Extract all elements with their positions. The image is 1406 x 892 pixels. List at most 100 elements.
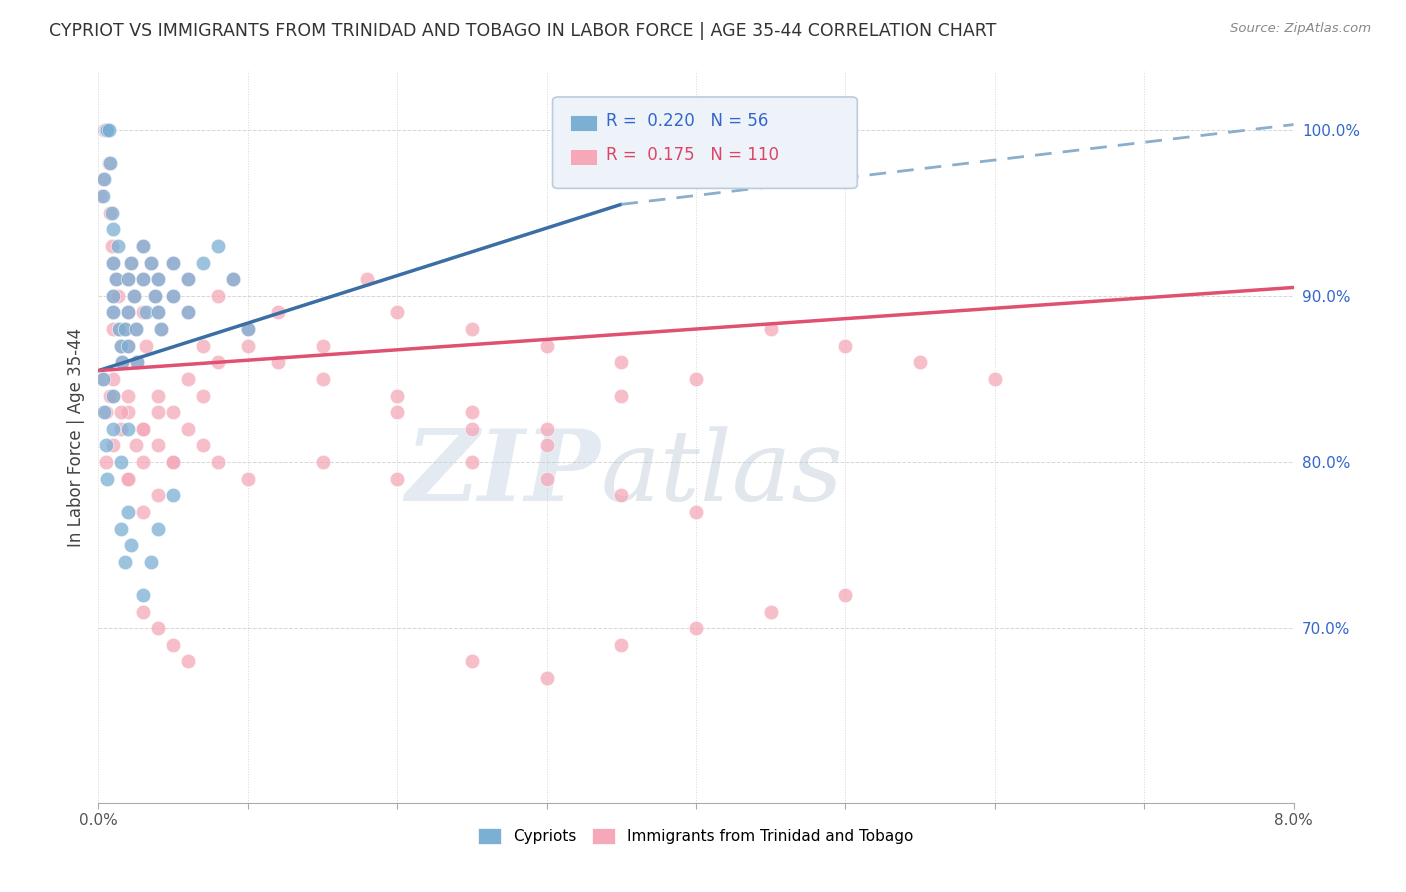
Point xyxy=(148,438,170,452)
Point xyxy=(94,405,117,419)
Text: ZIP: ZIP xyxy=(405,425,600,522)
Point xyxy=(93,122,115,136)
Point xyxy=(117,405,139,419)
Point xyxy=(117,422,139,436)
Point xyxy=(385,388,409,402)
Point xyxy=(103,322,125,336)
Point xyxy=(117,338,139,352)
Point xyxy=(385,405,409,419)
Point xyxy=(117,272,139,286)
Point xyxy=(114,322,136,336)
Point xyxy=(311,372,333,386)
Point xyxy=(120,538,142,552)
Point xyxy=(356,272,378,286)
Point xyxy=(132,272,155,286)
Point xyxy=(103,388,125,402)
Point xyxy=(117,505,139,519)
Point xyxy=(536,472,558,486)
Point xyxy=(91,172,114,186)
Point xyxy=(103,255,125,269)
Point xyxy=(908,355,931,369)
Legend: Cypriots, Immigrants from Trinidad and Tobago: Cypriots, Immigrants from Trinidad and T… xyxy=(472,822,920,850)
Point xyxy=(162,638,184,652)
Point xyxy=(103,372,125,386)
Point xyxy=(207,455,229,469)
Point xyxy=(105,272,128,286)
Point xyxy=(385,472,409,486)
Point xyxy=(103,388,125,402)
Point xyxy=(132,605,155,619)
Point xyxy=(105,272,128,286)
Point xyxy=(139,555,162,569)
Point xyxy=(135,305,157,319)
Point xyxy=(536,422,558,436)
Point xyxy=(127,355,149,369)
Point xyxy=(132,422,155,436)
Point xyxy=(96,122,118,136)
Point xyxy=(132,422,155,436)
Point xyxy=(110,405,132,419)
Point xyxy=(461,405,484,419)
Point xyxy=(98,155,122,169)
Point xyxy=(93,405,115,419)
Point xyxy=(91,189,114,203)
Y-axis label: In Labor Force | Age 35-44: In Labor Force | Age 35-44 xyxy=(66,327,84,547)
Point xyxy=(759,322,782,336)
Point xyxy=(984,372,1007,386)
Point xyxy=(177,272,200,286)
Point xyxy=(162,455,184,469)
Point xyxy=(162,455,184,469)
Point xyxy=(103,305,125,319)
Point xyxy=(132,239,155,253)
Point xyxy=(162,255,184,269)
Point xyxy=(148,405,170,419)
Point xyxy=(177,305,200,319)
Point xyxy=(94,438,117,452)
Point xyxy=(610,388,633,402)
Text: R =  0.175   N = 110: R = 0.175 N = 110 xyxy=(606,146,779,164)
Point xyxy=(834,588,856,602)
Point xyxy=(685,372,707,386)
Point xyxy=(148,305,170,319)
Point xyxy=(236,338,259,352)
Point xyxy=(311,338,333,352)
Point xyxy=(110,422,132,436)
Text: R =  0.220   N = 56: R = 0.220 N = 56 xyxy=(606,112,779,130)
Point xyxy=(162,255,184,269)
Point xyxy=(117,472,139,486)
Text: atlas: atlas xyxy=(600,426,844,521)
Point xyxy=(125,322,148,336)
Point xyxy=(236,322,259,336)
Point xyxy=(110,338,132,352)
Point xyxy=(461,655,484,669)
Point xyxy=(110,338,132,352)
Point xyxy=(267,355,290,369)
Point xyxy=(311,455,333,469)
Point xyxy=(97,122,120,136)
Point xyxy=(124,289,146,303)
Point xyxy=(107,289,129,303)
Point xyxy=(177,305,200,319)
Point xyxy=(162,405,184,419)
Point xyxy=(610,355,633,369)
FancyBboxPatch shape xyxy=(553,97,858,188)
Point xyxy=(103,305,125,319)
Point xyxy=(117,388,139,402)
Point xyxy=(207,355,229,369)
Point xyxy=(536,338,558,352)
Point xyxy=(143,289,166,303)
Point xyxy=(148,305,170,319)
Point xyxy=(114,322,136,336)
Bar xyxy=(571,114,596,130)
Point xyxy=(177,655,200,669)
Point xyxy=(148,621,170,635)
Text: CYPRIOT VS IMMIGRANTS FROM TRINIDAD AND TOBAGO IN LABOR FORCE | AGE 35-44 CORREL: CYPRIOT VS IMMIGRANTS FROM TRINIDAD AND … xyxy=(49,22,997,40)
Bar xyxy=(571,149,596,165)
Point xyxy=(117,305,139,319)
Point xyxy=(125,438,148,452)
Point xyxy=(132,455,155,469)
Point xyxy=(162,289,184,303)
Point xyxy=(385,305,409,319)
Point xyxy=(132,305,155,319)
Point xyxy=(132,272,155,286)
